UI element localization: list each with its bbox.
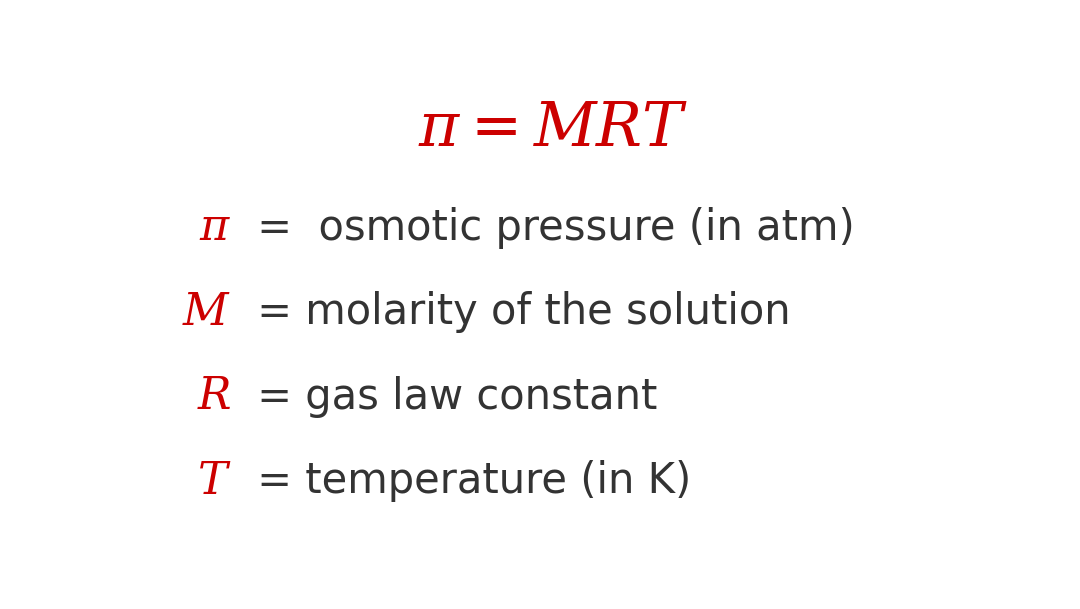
- Text: $\pi = MRT$: $\pi = MRT$: [418, 100, 689, 159]
- Text: $T$: $T$: [197, 460, 231, 502]
- Text: =  osmotic pressure (in atm): = osmotic pressure (in atm): [244, 207, 854, 249]
- Text: $\pi$: $\pi$: [199, 206, 231, 249]
- Text: = molarity of the solution: = molarity of the solution: [244, 291, 791, 333]
- Text: $M$: $M$: [183, 290, 231, 334]
- Text: = gas law constant: = gas law constant: [244, 376, 658, 418]
- Text: $R$: $R$: [197, 375, 231, 418]
- Text: = temperature (in K): = temperature (in K): [244, 460, 691, 502]
